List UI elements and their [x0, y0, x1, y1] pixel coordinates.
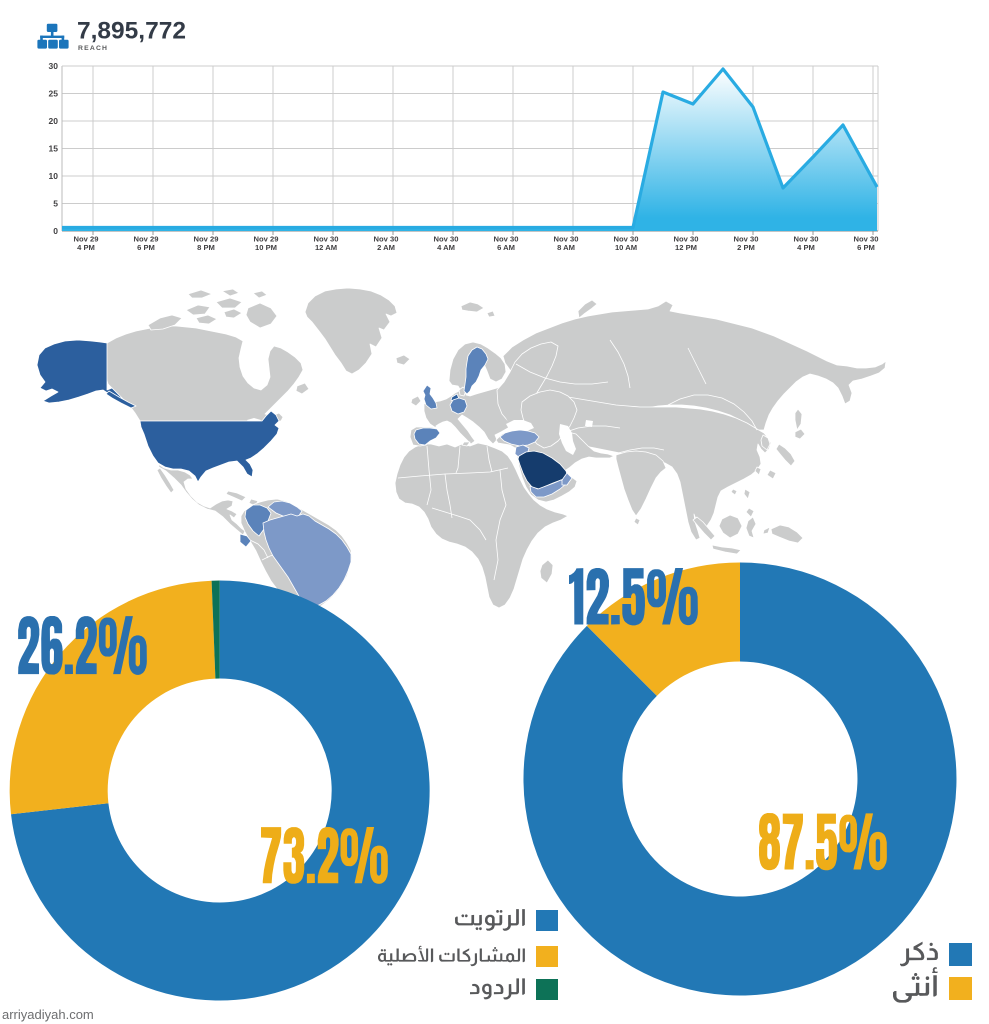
svg-text:Nov 30: Nov 30 [434, 235, 459, 244]
svg-text:Nov 29: Nov 29 [74, 235, 99, 244]
svg-text:Nov 30: Nov 30 [734, 235, 759, 244]
svg-text:8 PM: 8 PM [197, 243, 215, 252]
svg-text:12 PM: 12 PM [675, 243, 697, 252]
svg-text:Nov 29: Nov 29 [134, 235, 159, 244]
svg-text:6 PM: 6 PM [137, 243, 155, 252]
svg-text:Nov 30: Nov 30 [614, 235, 639, 244]
svg-text:REACH: REACH [78, 45, 108, 52]
svg-text:6 PM: 6 PM [857, 243, 875, 252]
svg-text:arriyadiyah.com: arriyadiyah.com [2, 1007, 94, 1022]
svg-text:Nov 30: Nov 30 [494, 235, 519, 244]
svg-text:Nov 30: Nov 30 [674, 235, 699, 244]
svg-text:5: 5 [53, 198, 58, 208]
svg-text:2 PM: 2 PM [737, 243, 755, 252]
svg-text:2 AM: 2 AM [377, 243, 395, 252]
svg-text:Nov 30: Nov 30 [554, 235, 579, 244]
svg-text:6 AM: 6 AM [497, 243, 515, 252]
svg-text:Nov 29: Nov 29 [194, 235, 219, 244]
svg-text:Nov 30: Nov 30 [794, 235, 819, 244]
svg-text:20: 20 [49, 116, 59, 126]
svg-text:4 PM: 4 PM [797, 243, 815, 252]
svg-text:12 AM: 12 AM [315, 243, 337, 252]
svg-text:8 AM: 8 AM [557, 243, 575, 252]
svg-text:15: 15 [49, 143, 59, 153]
svg-text:30: 30 [49, 61, 59, 71]
svg-text:4 AM: 4 AM [437, 243, 455, 252]
svg-text:25: 25 [49, 88, 59, 98]
svg-text:7,895,772: 7,895,772 [77, 18, 186, 45]
svg-text:Nov 30: Nov 30 [854, 235, 879, 244]
svg-text:Nov 30: Nov 30 [314, 235, 339, 244]
svg-text:10: 10 [49, 171, 59, 181]
svg-text:10 PM: 10 PM [255, 243, 277, 252]
svg-text:10 AM: 10 AM [615, 243, 637, 252]
svg-text:Nov 30: Nov 30 [374, 235, 399, 244]
svg-text:Nov 29: Nov 29 [254, 235, 279, 244]
svg-text:0: 0 [53, 226, 58, 236]
svg-text:4 PM: 4 PM [77, 243, 95, 252]
